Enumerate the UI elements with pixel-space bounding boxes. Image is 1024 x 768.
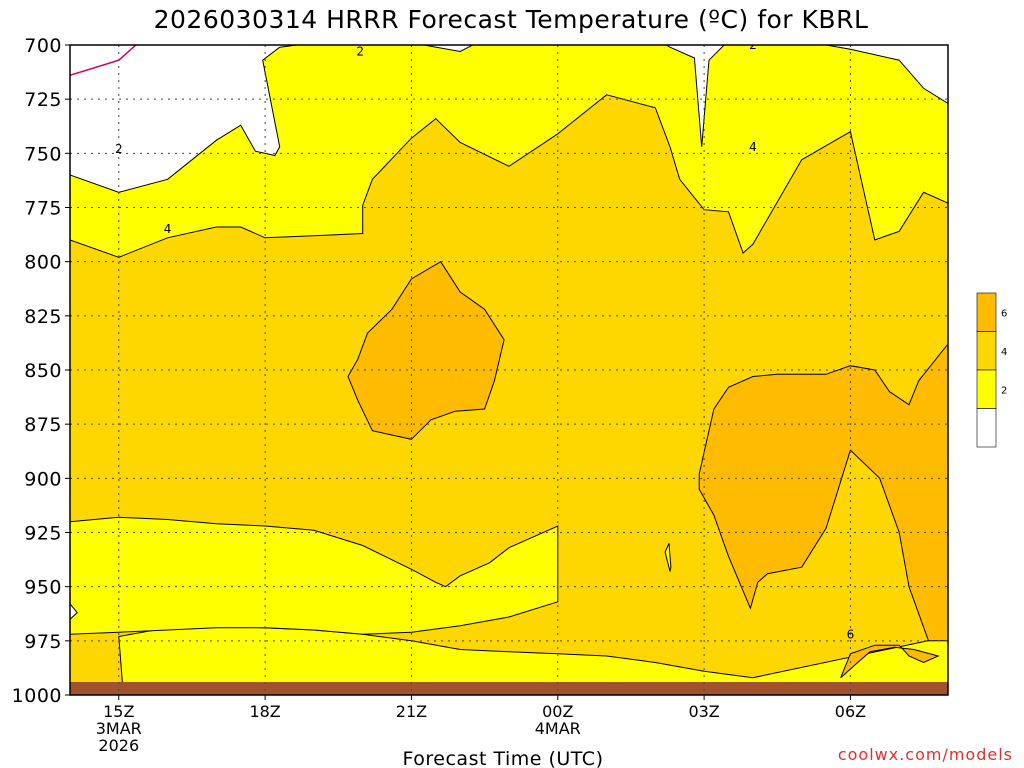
colorbar-swatch xyxy=(976,408,997,448)
colorbar-swatch xyxy=(976,292,997,332)
x-tick-label: 03Z xyxy=(688,702,719,721)
contour-region-below-4-small xyxy=(664,543,672,572)
ground-strip xyxy=(70,682,948,695)
y-tick-label: 975 xyxy=(24,631,62,653)
x-tick-label: 2026 xyxy=(98,736,139,755)
chart-title: 2026030314 HRRR Forecast Temperature (ºC… xyxy=(154,5,869,34)
contour-label: 2 xyxy=(749,38,757,52)
x-tick-label: 3MAR xyxy=(96,719,142,738)
x-tick-label: 18Z xyxy=(249,702,280,721)
y-axis: 700 725 750 775 800 825 850 875 900 925 950 975 1000 xyxy=(12,35,70,707)
colorbar-label: 6 xyxy=(1001,308,1007,319)
y-tick-label: 850 xyxy=(24,360,62,382)
y-tick-label: 950 xyxy=(24,577,62,599)
contour-region-6-right xyxy=(698,343,948,642)
y-tick-label: 700 xyxy=(24,35,62,57)
x-axis-label: Forecast Time (UTC) xyxy=(403,748,604,768)
contour-label: 4 xyxy=(749,140,757,154)
colorbar-swatch xyxy=(976,369,997,409)
x-tick-label: 4MAR xyxy=(535,719,581,738)
plot-area: 2 2 2 4 4 6 xyxy=(69,38,949,696)
y-tick-label: 725 xyxy=(24,89,62,111)
contour-label: 6 xyxy=(847,627,855,641)
y-tick-label: 1000 xyxy=(12,685,62,707)
contour-label: 4 xyxy=(164,222,172,236)
y-tick-label: 925 xyxy=(24,523,62,545)
contour-region-below-4-lower xyxy=(70,516,559,635)
y-tick-label: 800 xyxy=(24,252,62,274)
y-tick-label: 775 xyxy=(24,198,62,220)
x-tick-label: 06Z xyxy=(835,702,866,721)
colorbar-label: 2 xyxy=(1001,385,1007,396)
y-tick-label: 875 xyxy=(24,414,62,436)
contour-label: 2 xyxy=(115,142,123,156)
colorbar: 6 4 2 xyxy=(976,292,1007,448)
y-tick-label: 825 xyxy=(24,306,62,328)
contour-region-6-low xyxy=(840,644,940,679)
contour-region-6-mid xyxy=(347,261,505,440)
cold-pocket xyxy=(70,603,78,620)
x-tick-label: 21Z xyxy=(396,702,427,721)
y-tick-label: 750 xyxy=(24,143,62,165)
credit-label: coolwx.com/models xyxy=(838,745,1013,764)
colorbar-swatch xyxy=(976,331,997,371)
colorbar-label: 4 xyxy=(1001,347,1007,358)
y-tick-label: 900 xyxy=(24,468,62,490)
x-tick-label: 15Z xyxy=(103,702,134,721)
contour-label: 2 xyxy=(356,45,364,59)
contour-fills: 2 2 2 4 4 6 xyxy=(70,38,948,695)
x-tick-label: 00Z xyxy=(542,702,573,721)
